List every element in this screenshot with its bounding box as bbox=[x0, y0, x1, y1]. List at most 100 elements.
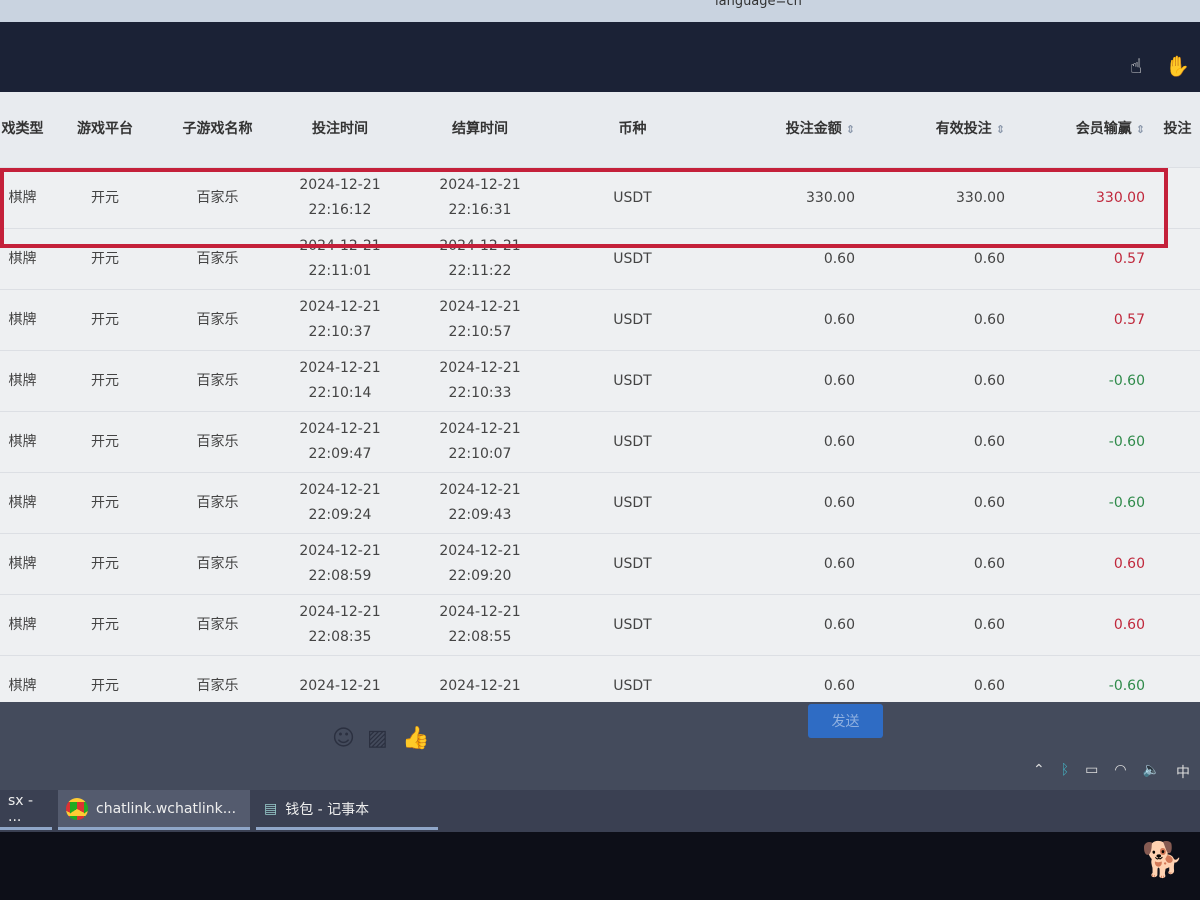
cell-platform: 开元 bbox=[91, 494, 119, 511]
cell-win-loss: -0.60 bbox=[1108, 372, 1145, 389]
cell-platform: 开元 bbox=[91, 372, 119, 389]
header-bet-more: 投注 bbox=[1163, 121, 1192, 137]
cell-settle-time: 2024-12-21 22:16:31 bbox=[410, 173, 550, 223]
send-button[interactable]: 发送 bbox=[808, 704, 883, 738]
table-row[interactable]: 棋牌 开元 百家乐 2024-12-21 22:16:12 2024-12-21 2… bbox=[0, 168, 1200, 229]
cell-valid-bet: 0.60 bbox=[973, 616, 1005, 633]
table-row[interactable]: 棋牌 开元 百家乐 2024-12-21 2024-12-21 USDT 0.6… bbox=[0, 656, 1200, 702]
bet-date: 2024-12-21 bbox=[299, 177, 381, 193]
cell-platform: 开元 bbox=[91, 189, 119, 206]
table-row[interactable]: 棋牌 开元 百家乐 2024-12-21 22:11:01 2024-12-21 2… bbox=[0, 229, 1200, 290]
cell-bet-amount: 0.60 bbox=[823, 616, 855, 633]
header-valid-bet[interactable]: 有效投注 ⇕ bbox=[865, 117, 1015, 142]
chat-input-area[interactable]: 发送 ☺ ▨ 👍 ⌃ ᛒ ▭ ◠ 🔈 中 bbox=[0, 702, 1200, 790]
taskbar-item-excel[interactable]: sx - ... bbox=[0, 790, 52, 830]
settle-date: 2024-12-21 bbox=[439, 677, 521, 694]
table-row[interactable]: 棋牌 开元 百家乐 2024-12-21 22:09:24 2024-12-21 2… bbox=[0, 473, 1200, 534]
cell-game-type: 棋牌 bbox=[8, 189, 37, 206]
bet-clock: 22:10:14 bbox=[308, 385, 372, 401]
image-icon[interactable]: ▨ bbox=[367, 726, 388, 751]
table-row[interactable]: 棋牌 开元 百家乐 2024-12-21 22:09:47 2024-12-21 2… bbox=[0, 412, 1200, 473]
header-sub-game: 子游戏名称 bbox=[182, 121, 253, 137]
settle-clock: 22:10:57 bbox=[448, 324, 512, 340]
header-settle-time: 结算时间 bbox=[452, 121, 508, 137]
cell-settle-time: 2024-12-21 bbox=[410, 674, 550, 699]
system-tray: ⌃ ᛒ ▭ ◠ 🔈 中 bbox=[1033, 762, 1190, 782]
cell-valid-bet: 0.60 bbox=[973, 372, 1005, 389]
cell-bet-amount: 0.60 bbox=[823, 433, 855, 450]
table-row[interactable]: 棋牌 开元 百家乐 2024-12-21 22:10:37 2024-12-21 2… bbox=[0, 290, 1200, 351]
cell-valid-bet: 0.60 bbox=[973, 433, 1005, 450]
cell-game-type: 棋牌 bbox=[8, 433, 37, 450]
taskbar-item-label: sx - ... bbox=[8, 792, 34, 825]
volume-icon[interactable]: 🔈 bbox=[1142, 762, 1160, 778]
emoji-icon[interactable]: ☺ bbox=[332, 726, 355, 751]
cell-platform: 开元 bbox=[91, 311, 119, 328]
cell-win-loss: 0.60 bbox=[1113, 616, 1145, 633]
bet-clock: 22:16:12 bbox=[308, 202, 372, 218]
settle-date: 2024-12-21 bbox=[439, 543, 521, 559]
settle-date: 2024-12-21 bbox=[439, 482, 521, 498]
taskbar-item-chrome[interactable]: chatlink.wchatlink... bbox=[58, 790, 250, 830]
bet-clock: 22:10:37 bbox=[308, 324, 372, 340]
cell-bet-time: 2024-12-21 22:10:14 bbox=[270, 356, 410, 406]
header-win-loss-label: 会员输赢 bbox=[1075, 121, 1132, 137]
cell-platform: 开元 bbox=[91, 555, 119, 572]
settle-clock: 22:09:43 bbox=[448, 507, 512, 523]
cell-settle-time: 2024-12-21 22:09:43 bbox=[410, 478, 550, 528]
bet-clock: 22:09:24 bbox=[308, 507, 372, 523]
cell-win-loss: -0.60 bbox=[1108, 494, 1145, 511]
chevron-up-icon[interactable]: ⌃ bbox=[1032, 762, 1045, 778]
cell-bet-amount: 0.60 bbox=[823, 555, 855, 572]
bet-date: 2024-12-21 bbox=[299, 604, 381, 620]
cell-bet-time: 2024-12-21 bbox=[270, 674, 410, 699]
cell-currency: USDT bbox=[613, 677, 652, 694]
cell-bet-amount: 0.60 bbox=[823, 494, 855, 511]
sort-icon[interactable]: ⇕ bbox=[1135, 123, 1145, 136]
settle-date: 2024-12-21 bbox=[439, 238, 521, 254]
bet-date: 2024-12-21 bbox=[299, 482, 381, 498]
header-bet-amount-label: 投注金额 bbox=[785, 121, 842, 137]
battery-icon[interactable]: ▭ bbox=[1085, 762, 1099, 778]
cell-settle-time: 2024-12-21 22:08:55 bbox=[410, 600, 550, 650]
cell-game-type: 棋牌 bbox=[8, 677, 37, 694]
cell-bet-amount: 330.00 bbox=[806, 189, 855, 206]
cell-sub-game: 百家乐 bbox=[196, 250, 239, 267]
cell-game-type: 棋牌 bbox=[8, 250, 37, 267]
shiba-watermark-logo: 🐕 bbox=[1141, 840, 1184, 880]
settle-clock: 22:09:20 bbox=[448, 568, 512, 584]
header-win-loss[interactable]: 会员输赢 ⇕ bbox=[1015, 117, 1155, 142]
bluetooth-icon[interactable]: ᛒ bbox=[1060, 762, 1070, 778]
table-row[interactable]: 棋牌 开元 百家乐 2024-12-21 22:08:35 2024-12-21 2… bbox=[0, 595, 1200, 656]
cell-settle-time: 2024-12-21 22:10:33 bbox=[410, 356, 550, 406]
cell-bet-amount: 0.60 bbox=[823, 311, 855, 328]
header-currency: 币种 bbox=[618, 121, 647, 137]
cell-platform: 开元 bbox=[91, 433, 119, 450]
wifi-icon[interactable]: ◠ bbox=[1114, 762, 1127, 778]
bet-date: 2024-12-21 bbox=[299, 360, 381, 376]
settle-clock: 22:16:31 bbox=[448, 202, 512, 218]
cell-settle-time: 2024-12-21 22:10:07 bbox=[410, 417, 550, 467]
thumbs-up-icon[interactable]: 👍 bbox=[402, 726, 430, 751]
hand-icon[interactable]: ✋ bbox=[1165, 54, 1190, 78]
header-bet-amount[interactable]: 投注金额 ⇕ bbox=[715, 117, 865, 142]
notepad-icon: ▤ bbox=[264, 800, 278, 817]
cell-game-type: 棋牌 bbox=[8, 311, 37, 328]
table-row[interactable]: 棋牌 开元 百家乐 2024-12-21 22:10:14 2024-12-21 2… bbox=[0, 351, 1200, 412]
sort-icon[interactable]: ⇕ bbox=[845, 123, 855, 136]
cell-platform: 开元 bbox=[91, 677, 119, 694]
sort-icon[interactable]: ⇕ bbox=[995, 123, 1005, 136]
cell-win-loss: -0.60 bbox=[1108, 433, 1145, 450]
taskbar-item-notepad[interactable]: ▤ 钱包 - 记事本 bbox=[256, 790, 438, 830]
cell-sub-game: 百家乐 bbox=[196, 372, 239, 389]
monitor-bezel bbox=[0, 832, 1200, 900]
cell-settle-time: 2024-12-21 22:10:57 bbox=[410, 295, 550, 345]
header-platform: 游戏平台 bbox=[77, 121, 133, 137]
settle-date: 2024-12-21 bbox=[439, 360, 521, 376]
cell-win-loss: -0.60 bbox=[1108, 677, 1145, 694]
settle-clock: 22:08:55 bbox=[448, 629, 512, 645]
cell-currency: USDT bbox=[613, 555, 652, 572]
table-row[interactable]: 棋牌 开元 百家乐 2024-12-21 22:08:59 2024-12-21 2… bbox=[0, 534, 1200, 595]
ime-indicator[interactable]: 中 bbox=[1176, 765, 1190, 781]
hand-pointer-icon[interactable]: ☝ bbox=[1130, 54, 1143, 78]
